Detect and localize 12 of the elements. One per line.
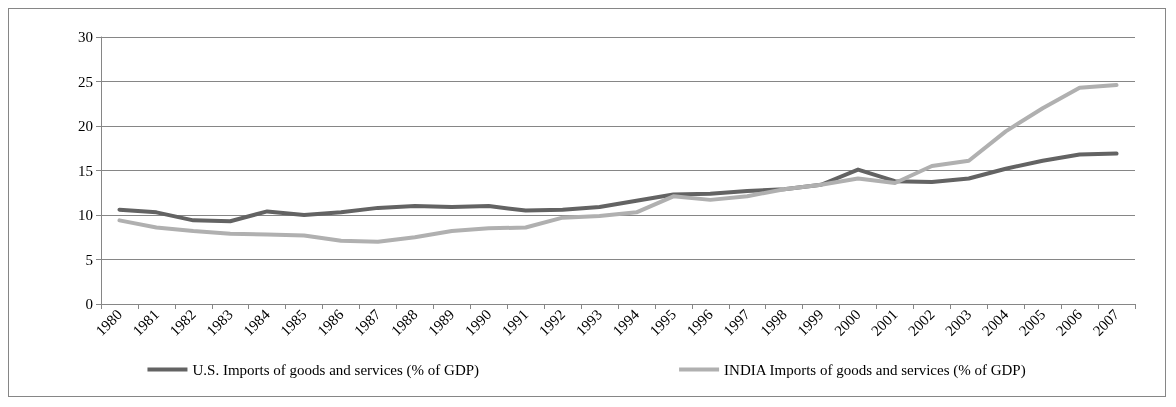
y-tick-label: 15 bbox=[78, 162, 93, 179]
y-tick-label: 30 bbox=[78, 29, 93, 45]
y-tick-label: 25 bbox=[78, 73, 93, 90]
legend-label: INDIA Imports of goods and services (% of GDP) bbox=[724, 361, 1026, 379]
y-tick-label: 10 bbox=[78, 207, 93, 223]
legend-label: U.S. Imports of goods and services (% of GDP) bbox=[192, 361, 480, 379]
line-series bbox=[117, 83, 1119, 244]
y-tick-label: 0 bbox=[85, 296, 93, 312]
y-tick-label: 20 bbox=[78, 118, 93, 134]
y-tick-label: 5 bbox=[85, 251, 93, 268]
x-tick-label: 1981 bbox=[129, 306, 163, 339]
line-series bbox=[117, 151, 1119, 224]
